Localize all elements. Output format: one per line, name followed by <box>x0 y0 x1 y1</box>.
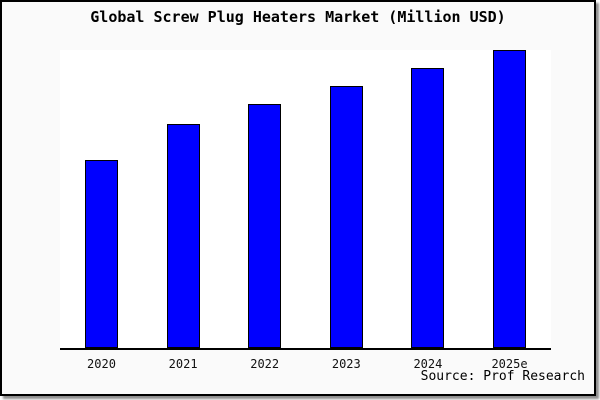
x-tick-label-2024: 2024 <box>413 357 443 371</box>
x-tick-label-2022: 2022 <box>250 357 280 371</box>
x-axis-labels: 2020 2021 2022 2023 2024 2025e <box>60 357 551 373</box>
bar-2021 <box>166 124 200 348</box>
bar-2025e <box>493 50 526 348</box>
x-tick-label-2025e: 2025e <box>491 357 528 371</box>
x-tick-label-2020: 2020 <box>87 357 116 371</box>
bar-2022 <box>248 104 282 348</box>
bar-2023 <box>329 86 363 348</box>
x-tick-label-2021: 2021 <box>168 357 198 371</box>
source-caption: Source: Prof Research <box>420 369 585 384</box>
chart-title: Global Screw Plug Heaters Market (Millio… <box>90 8 506 26</box>
plot-area <box>60 50 551 350</box>
bar-2024 <box>411 68 445 348</box>
x-tick-label-2023: 2023 <box>331 357 361 371</box>
bar-2020 <box>85 160 118 348</box>
